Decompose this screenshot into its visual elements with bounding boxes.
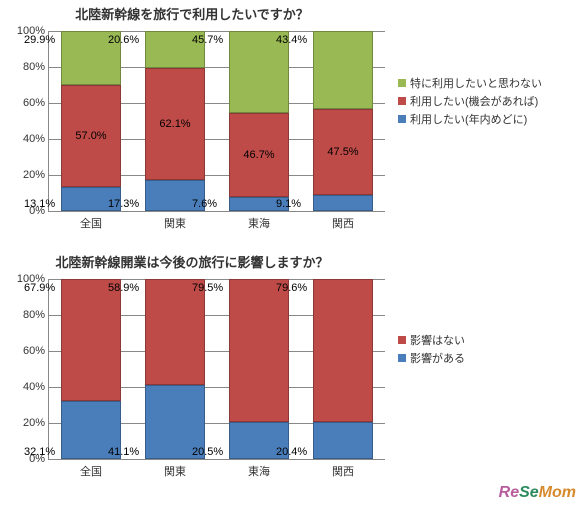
bar: 9.1% 47.5% 43.4% [313, 31, 373, 211]
legend-swatch [398, 336, 406, 344]
bar-segment: 79.6% [313, 279, 373, 422]
bar-value-label: 7.6% [192, 198, 217, 210]
bar-segment: 46.7% [229, 113, 289, 197]
watermark-part-re: Re [499, 484, 519, 501]
bar-value-label: 45.7% [192, 34, 223, 46]
bar: 32.1%67.9% [61, 279, 121, 459]
chart-title: 北陸新幹線開業は今後の旅行に影響しますか？ [0, 252, 384, 271]
bar-segment: 43.4% [313, 31, 373, 109]
legend-label: 影響はない [410, 332, 465, 348]
bar-value-label: 47.5% [327, 146, 358, 158]
legend: 影響はない影響がある [398, 332, 465, 368]
bar-segment: 62.1% [145, 68, 205, 180]
legend-swatch [398, 115, 406, 123]
x-tick-label: 全国 [80, 459, 102, 479]
bar-segment: 20.4% [313, 422, 373, 459]
bars-group: 32.1%67.9%41.1%58.9%20.5%79.5%20.4%79.6% [49, 279, 385, 459]
bar: 20.5%79.5% [229, 279, 289, 459]
x-tick-label: 関西 [332, 459, 354, 479]
bar-value-label: 79.5% [192, 282, 223, 294]
bar-value-label: 57.0% [75, 130, 106, 142]
bar-value-label: 20.5% [192, 446, 223, 458]
legend-label: 利用したい(年内めどに) [410, 111, 527, 127]
bar-value-label: 43.4% [276, 34, 307, 46]
bar-value-label: 46.7% [243, 149, 274, 161]
watermark-part-mom: Mom [539, 484, 576, 501]
bar-segment: 9.1% [313, 195, 373, 211]
watermark-part-se: Se [519, 484, 539, 501]
bar-segment: 79.5% [229, 279, 289, 422]
bar: 7.6%46.7%45.7% [229, 31, 289, 211]
y-tick-label: 60% [23, 345, 49, 357]
legend-swatch [398, 97, 406, 105]
bar-value-label: 62.1% [159, 118, 190, 130]
legend-item: 特に利用したいと思わない [398, 75, 542, 91]
legend-item: 影響はない [398, 332, 465, 348]
y-tick-label: 40% [23, 133, 49, 145]
watermark-logo: ReSeMom [499, 484, 576, 502]
legend-item: 利用したい(機会があれば) [398, 93, 542, 109]
y-tick-label: 80% [23, 309, 49, 321]
plot-area: 0%20%40%60%80%100%32.1%67.9%41.1%58.9%20… [48, 279, 385, 460]
legend-swatch [398, 79, 406, 87]
bar-segment: 58.9% [145, 279, 205, 385]
bar-value-label: 41.1% [108, 446, 139, 458]
bar-value-label: 67.9% [24, 282, 55, 294]
y-tick-label: 20% [23, 417, 49, 429]
bar-value-label: 58.9% [108, 282, 139, 294]
legend-item: 影響がある [398, 350, 465, 366]
legend-label: 特に利用したいと思わない [410, 75, 542, 91]
plot-area: 0%20%40%60%80%100%13.1%57.0%29.9%17.3%62… [48, 31, 385, 212]
legend: 特に利用したいと思わない利用したい(機会があれば) 利用したい(年内めどに) [398, 75, 542, 129]
bar-segment: 67.9% [61, 279, 121, 401]
bar-segment: 47.5% [313, 109, 373, 195]
y-tick-label: 20% [23, 169, 49, 181]
y-tick-label: 60% [23, 97, 49, 109]
x-tick-label: 関西 [332, 211, 354, 231]
bar-value-label: 9.1% [276, 198, 301, 210]
bar-segment: 57.0% [61, 85, 121, 188]
bar-value-label: 29.9% [24, 34, 55, 46]
x-tick-label: 全国 [80, 211, 102, 231]
bar-value-label: 13.1% [24, 198, 55, 210]
bar: 13.1%57.0%29.9% [61, 31, 121, 211]
y-tick-label: 40% [23, 381, 49, 393]
bar-value-label: 79.6% [276, 282, 307, 294]
x-tick-label: 関東 [164, 459, 186, 479]
bar: 17.3%62.1%20.6% [145, 31, 205, 211]
y-tick-label: 80% [23, 61, 49, 73]
bar-value-label: 20.6% [108, 34, 139, 46]
x-tick-label: 東海 [248, 211, 270, 231]
legend-label: 利用したい(機会があれば) [410, 93, 538, 109]
chart-2: 北陸新幹線開業は今後の旅行に影響しますか？0%20%40%60%80%100%3… [0, 252, 584, 460]
bars-group: 13.1%57.0%29.9%17.3%62.1%20.6%7.6%46.7%4… [49, 31, 385, 211]
x-tick-label: 東海 [248, 459, 270, 479]
bar-value-label: 17.3% [108, 198, 139, 210]
bar-value-label: 20.4% [276, 446, 307, 458]
legend-label: 影響がある [410, 350, 465, 366]
x-tick-label: 関東 [164, 211, 186, 231]
legend-swatch [398, 354, 406, 362]
legend-item: 利用したい(年内めどに) [398, 111, 542, 127]
chart-title: 北陸新幹線を旅行で利用したいですか？ [0, 4, 384, 23]
bar: 20.4%79.6% [313, 279, 373, 459]
bar-value-label: 32.1% [24, 446, 55, 458]
bar: 41.1%58.9% [145, 279, 205, 459]
chart-1: 北陸新幹線を旅行で利用したいですか？ 0%20%40%60%80%100%13.1… [0, 4, 584, 212]
